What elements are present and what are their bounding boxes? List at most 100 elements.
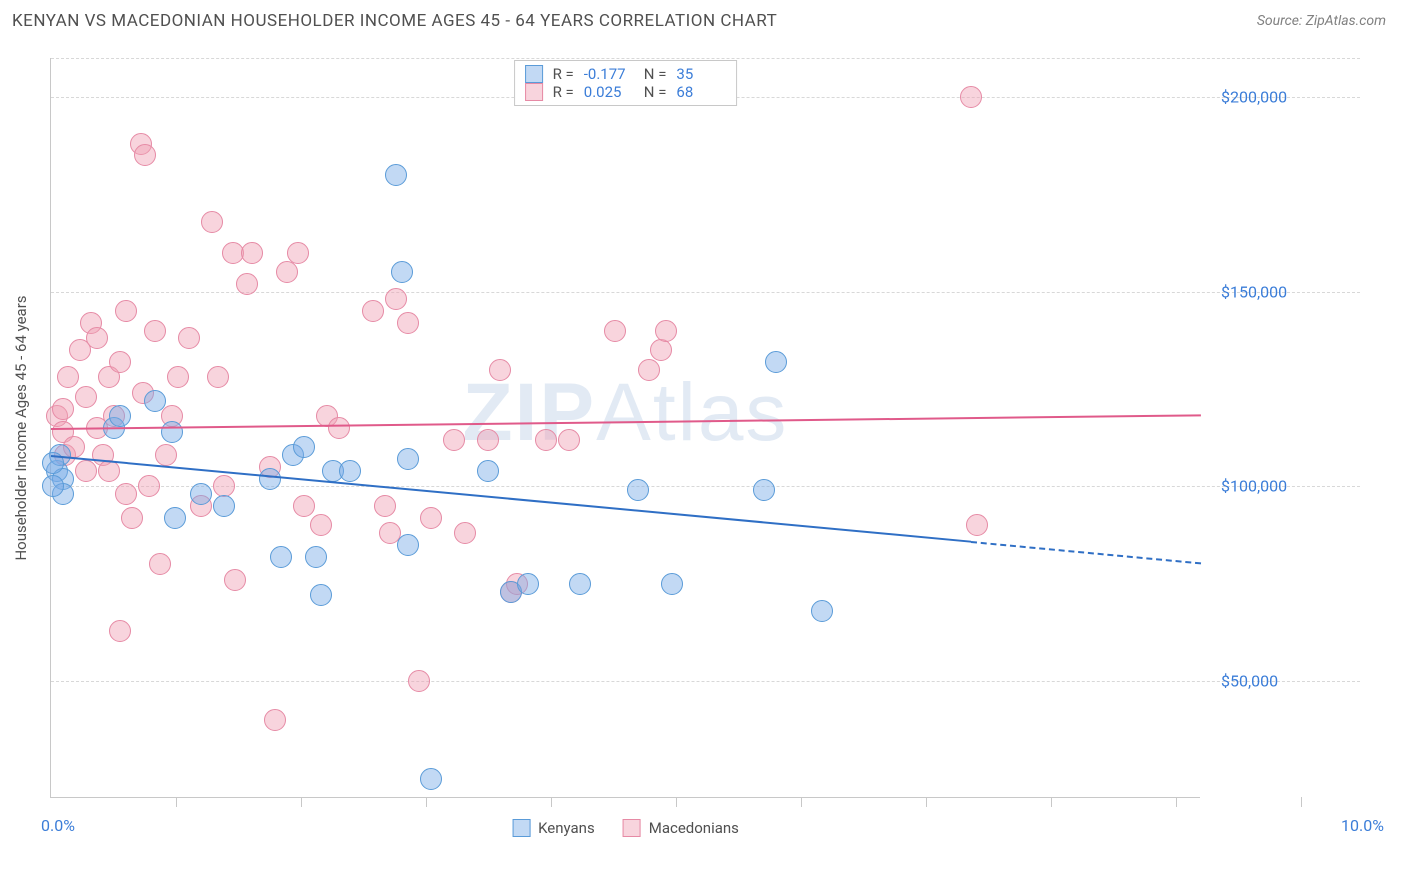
stat-r-label: R = (553, 65, 574, 83)
y-tick-label: $200,000 (1221, 87, 1287, 106)
stat-r-label: R = (553, 83, 574, 101)
y-tick-label: $50,000 (1221, 672, 1278, 691)
legend-item: Macedonians (623, 819, 739, 837)
data-point (259, 468, 281, 490)
data-point (811, 600, 833, 622)
data-point (966, 514, 988, 536)
data-point (627, 479, 649, 501)
data-point (753, 479, 775, 501)
data-point (362, 300, 384, 322)
data-point (201, 211, 223, 233)
series-legend: Kenyans Macedonians (512, 819, 739, 837)
plot-area: ZIPAtlas Householder Income Ages 45 - 64… (50, 58, 1200, 798)
data-point (213, 495, 235, 517)
data-point (270, 546, 292, 568)
data-point (397, 312, 419, 334)
data-point (115, 483, 137, 505)
legend-label: Kenyans (538, 819, 595, 837)
gridline (51, 681, 1360, 682)
legend-item: Kenyans (512, 819, 595, 837)
gridline (51, 58, 1360, 59)
x-axis-max-label: 10.0% (1341, 816, 1384, 835)
x-tick (926, 797, 927, 807)
data-point (310, 584, 332, 606)
data-point (558, 429, 580, 451)
data-point (241, 242, 263, 264)
stats-row: R = -0.177N = 35 (525, 65, 727, 83)
trend-line (51, 414, 1201, 430)
data-point (454, 522, 476, 544)
data-point (489, 359, 511, 381)
data-point (167, 366, 189, 388)
stat-r-value: -0.177 (584, 65, 634, 83)
data-point (109, 351, 131, 373)
legend-swatch (525, 83, 543, 101)
data-point (535, 429, 557, 451)
data-point (293, 436, 315, 458)
data-point (385, 164, 407, 186)
data-point (42, 475, 64, 497)
source-label: Source: ZipAtlas.com (1257, 13, 1386, 29)
x-tick (426, 797, 427, 807)
x-tick (551, 797, 552, 807)
data-point (138, 475, 160, 497)
data-point (75, 386, 97, 408)
data-point (661, 573, 683, 595)
data-point (236, 273, 258, 295)
y-axis-title: Householder Income Ages 45 - 64 years (12, 295, 30, 560)
stats-legend: R = -0.177N = 35R = 0.025N = 68 (514, 60, 738, 106)
gridline (51, 486, 1360, 487)
data-point (52, 398, 74, 420)
data-point (339, 460, 361, 482)
x-tick (176, 797, 177, 807)
stat-n-label: N = (644, 65, 667, 83)
x-tick (1051, 797, 1052, 807)
data-point (224, 569, 246, 591)
data-point (391, 261, 413, 283)
data-point (86, 327, 108, 349)
data-point (477, 460, 499, 482)
data-point (161, 421, 183, 443)
stat-n-value: 68 (676, 83, 726, 101)
data-point (121, 507, 143, 529)
data-point (276, 261, 298, 283)
data-point (178, 327, 200, 349)
x-axis-min-label: 0.0% (41, 816, 75, 835)
data-point (655, 320, 677, 342)
data-point (144, 390, 166, 412)
x-tick (801, 797, 802, 807)
legend-swatch (525, 65, 543, 83)
data-point (397, 448, 419, 470)
stat-r-value: 0.025 (584, 83, 634, 101)
legend-swatch (623, 819, 641, 837)
data-point (134, 144, 156, 166)
data-point (517, 573, 539, 595)
y-tick-label: $100,000 (1221, 477, 1287, 496)
header: KENYAN VS MACEDONIAN HOUSEHOLDER INCOME … (0, 0, 1406, 42)
watermark: ZIPAtlas (463, 366, 789, 460)
legend-label: Macedonians (649, 819, 739, 837)
data-point (650, 339, 672, 361)
data-point (960, 86, 982, 108)
chart-container: KENYAN VS MACEDONIAN HOUSEHOLDER INCOME … (0, 0, 1406, 892)
x-tick (676, 797, 677, 807)
data-point (638, 359, 660, 381)
data-point (310, 514, 332, 536)
trend-line (971, 541, 1201, 564)
x-tick (301, 797, 302, 807)
data-point (408, 670, 430, 692)
data-point (477, 429, 499, 451)
data-point (164, 507, 186, 529)
trend-line (51, 455, 971, 543)
data-point (293, 495, 315, 517)
data-point (765, 351, 787, 373)
stats-row: R = 0.025N = 68 (525, 83, 727, 101)
x-tick (1301, 797, 1302, 807)
legend-swatch (512, 819, 530, 837)
data-point (109, 405, 131, 427)
data-point (420, 507, 442, 529)
data-point (420, 768, 442, 790)
data-point (57, 366, 79, 388)
data-point (264, 709, 286, 731)
data-point (305, 546, 327, 568)
